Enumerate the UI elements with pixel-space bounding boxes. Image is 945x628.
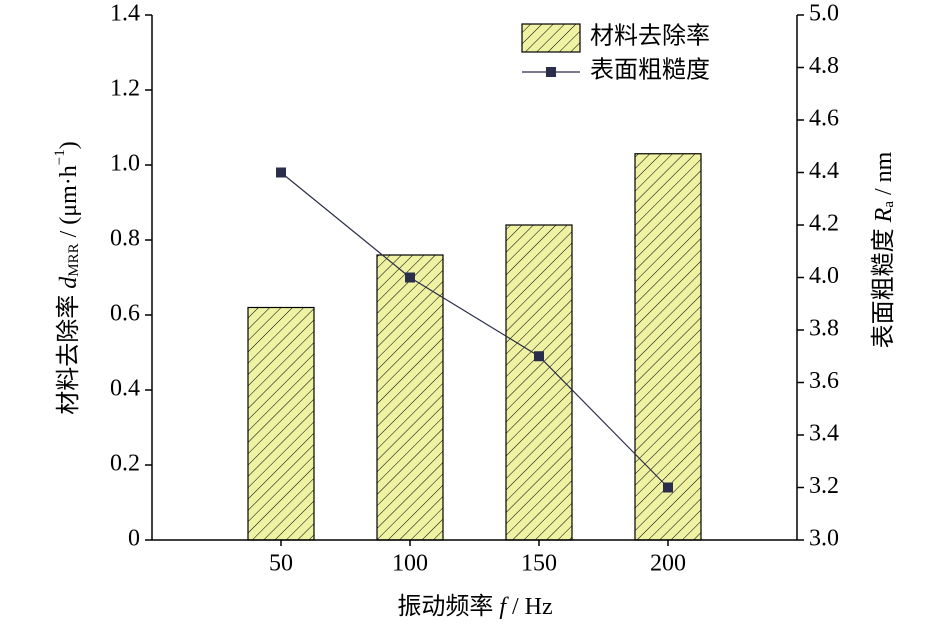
y-axis-label-part: 材料去除率	[55, 289, 82, 415]
y-axis-label-part: MRR	[66, 243, 82, 276]
bar	[634, 153, 702, 541]
line-marker	[405, 272, 415, 283]
x-axis-label: 振动频率 f / Hz	[397, 593, 552, 620]
y-axis-label-part: −1	[52, 149, 68, 165]
y2-tick-label: 5.0	[809, 1, 839, 27]
y-tick-label: 0	[128, 526, 140, 552]
bar	[247, 306, 315, 541]
y2-tick-label: 4.0	[809, 263, 839, 289]
y2-axis-label-part: R	[871, 207, 897, 223]
bar	[376, 254, 444, 541]
legend-marker	[546, 67, 556, 77]
y-tick-label: 0.6	[110, 301, 140, 327]
x-tick-label: 200	[650, 551, 686, 577]
y2-tick-label: 3.2	[809, 473, 839, 499]
x-tick-label: 100	[392, 551, 428, 577]
y2-tick-label: 4.4	[809, 158, 839, 184]
y2-tick-label: 4.2	[809, 211, 839, 237]
legend-label: 材料去除率	[590, 23, 710, 50]
y2-tick-label: 4.8	[809, 53, 839, 79]
bar	[505, 224, 573, 541]
y-tick-label: 1.2	[110, 76, 140, 102]
y-axis-label: 材料去除率 dMRR / (μm·h−1)	[52, 141, 82, 415]
y-tick-label: 0.8	[110, 226, 140, 252]
y-tick-label: 1.0	[110, 151, 140, 177]
x-axis-label-part: f	[499, 594, 509, 620]
x-axis-label-part: 振动频率	[397, 593, 499, 620]
y2-axis-label-part: / nm	[871, 151, 897, 201]
x-tick-label: 150	[521, 551, 557, 577]
y2-tick-label: 3.6	[809, 368, 839, 394]
y-axis-label-part: )	[56, 141, 82, 149]
y-axis-label-part: d	[56, 276, 82, 289]
y-tick-label: 0.4	[110, 376, 140, 402]
line	[280, 172, 669, 488]
legend-label: 表面粗糙度	[590, 57, 710, 84]
y-axis-label-part: / (μm·h	[56, 165, 82, 243]
y2-tick-label: 3.4	[809, 421, 839, 447]
x-axis-label-part: / Hz	[506, 594, 553, 620]
y2-tick-label: 3.8	[809, 316, 839, 342]
y2-axis-label-part: 表面粗糙度	[870, 222, 897, 348]
line-marker	[534, 351, 544, 362]
y2-tick-label: 3.0	[809, 526, 839, 552]
y-tick-label: 0.2	[110, 451, 140, 477]
line-marker	[663, 482, 673, 493]
y2-axis-label-part: a	[881, 201, 897, 208]
legend-swatch-hatch	[521, 23, 581, 53]
y2-tick-label: 4.6	[809, 106, 839, 132]
y-tick-label: 1.4	[110, 1, 140, 27]
y2-axis-label: 表面粗糙度 Ra / nm	[870, 151, 898, 348]
line-marker	[276, 167, 286, 178]
x-tick-label: 50	[269, 551, 293, 577]
